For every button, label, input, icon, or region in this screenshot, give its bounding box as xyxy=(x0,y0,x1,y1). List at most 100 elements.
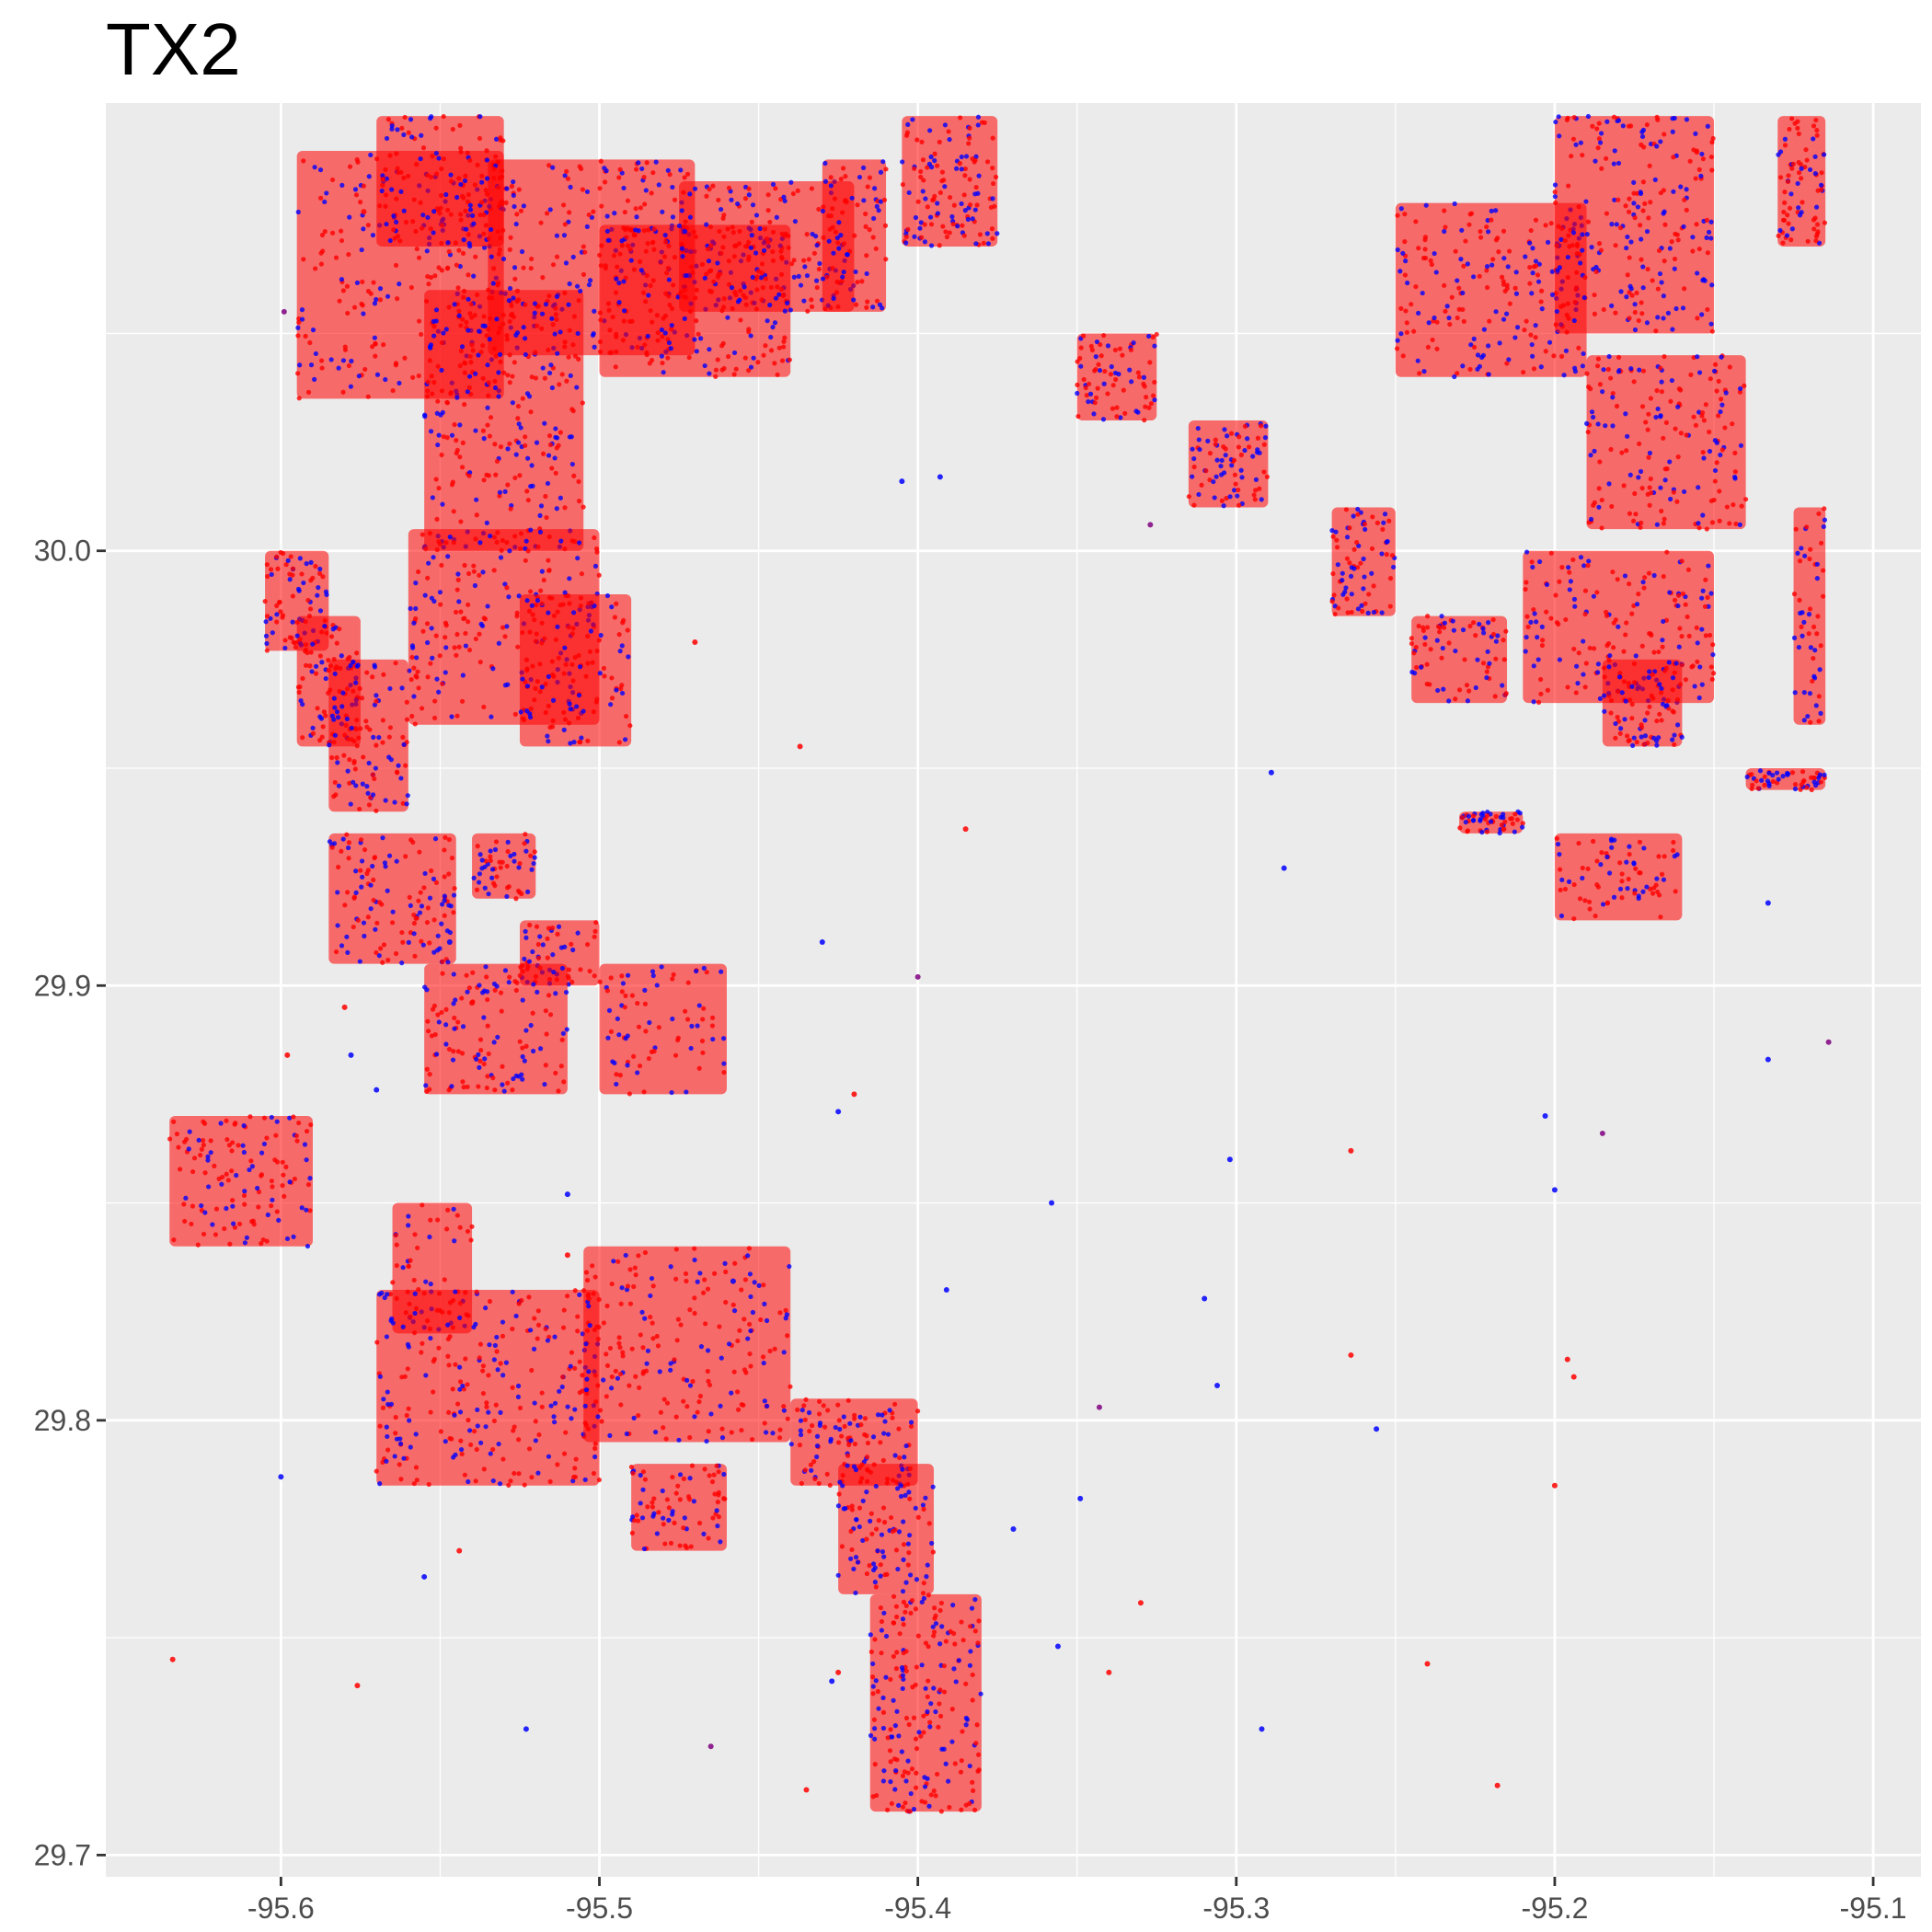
data-point xyxy=(915,1633,921,1639)
data-point xyxy=(804,232,810,237)
data-point xyxy=(696,1003,702,1008)
data-point xyxy=(940,224,946,229)
data-point xyxy=(1717,518,1722,523)
data-point xyxy=(1636,592,1641,597)
data-point xyxy=(803,1397,809,1402)
data-point xyxy=(466,374,473,379)
data-point xyxy=(1714,388,1719,394)
data-point xyxy=(269,1203,274,1209)
data-point xyxy=(636,1412,641,1419)
data-point xyxy=(435,442,441,448)
data-point xyxy=(1557,657,1562,662)
data-point xyxy=(1465,698,1471,704)
data-point xyxy=(502,683,509,688)
data-point xyxy=(427,1072,432,1077)
data-point xyxy=(334,640,339,646)
data-point xyxy=(389,920,396,926)
data-point xyxy=(1700,156,1706,162)
data-point xyxy=(708,243,714,248)
data-point xyxy=(870,1691,876,1696)
data-point xyxy=(199,1146,204,1152)
data-point xyxy=(510,1326,515,1332)
data-point xyxy=(932,1616,937,1621)
data-point xyxy=(523,848,529,854)
data-point xyxy=(598,158,604,164)
data-point xyxy=(1651,572,1657,579)
data-point xyxy=(1795,180,1800,187)
data-point xyxy=(781,1408,787,1413)
data-point xyxy=(618,685,624,692)
data-point xyxy=(1529,341,1535,348)
data-point xyxy=(1097,367,1103,374)
data-point xyxy=(821,235,826,240)
data-point xyxy=(449,855,455,861)
data-point xyxy=(869,1531,875,1536)
data-point xyxy=(1538,676,1544,683)
data-point xyxy=(505,839,511,845)
data-point xyxy=(1601,367,1606,373)
data-point xyxy=(863,211,868,217)
data-point xyxy=(1261,469,1267,475)
data-point xyxy=(682,316,687,322)
data-point xyxy=(524,391,531,397)
data-point xyxy=(1344,556,1351,561)
data-point xyxy=(465,1228,471,1235)
data-point xyxy=(761,352,766,358)
data-point xyxy=(668,346,673,351)
data-point xyxy=(1252,497,1258,502)
data-point xyxy=(1263,423,1269,429)
data-point xyxy=(434,410,440,416)
data-point xyxy=(737,288,743,293)
data-point xyxy=(542,420,547,426)
data-point xyxy=(582,249,588,255)
data-point xyxy=(420,1340,425,1346)
data-point xyxy=(560,1374,566,1380)
data-point xyxy=(1571,646,1577,652)
data-point xyxy=(926,1678,931,1684)
data-point xyxy=(1191,464,1197,470)
data-point xyxy=(903,1778,909,1784)
data-point xyxy=(520,1045,525,1051)
data-point xyxy=(445,265,451,270)
data-point xyxy=(1530,564,1535,570)
data-point xyxy=(914,1746,920,1752)
data-point xyxy=(1638,524,1643,530)
data-point xyxy=(415,1245,420,1251)
data-point xyxy=(332,779,338,786)
data-point xyxy=(913,1682,918,1688)
data-point xyxy=(927,1719,933,1725)
data-point xyxy=(1576,650,1581,656)
data-point xyxy=(1506,248,1512,254)
data-point xyxy=(816,206,822,213)
data-point xyxy=(1554,243,1559,248)
data-point xyxy=(359,301,364,306)
data-point xyxy=(572,1288,578,1294)
data-point xyxy=(884,1571,890,1577)
data-point xyxy=(1475,657,1480,662)
data-point xyxy=(513,1313,519,1319)
data-point xyxy=(867,227,872,233)
data-point xyxy=(1455,315,1460,321)
data-point xyxy=(683,219,688,224)
data-point xyxy=(760,1354,766,1360)
data-point xyxy=(1604,613,1610,618)
data-point xyxy=(393,1233,398,1238)
data-point xyxy=(1804,157,1810,163)
data-point xyxy=(588,628,594,634)
data-point xyxy=(353,890,359,895)
data-point xyxy=(399,960,405,966)
data-point xyxy=(1533,322,1538,328)
data-point xyxy=(571,473,577,478)
data-point xyxy=(896,1529,903,1535)
data-point xyxy=(1598,247,1604,253)
data-point xyxy=(947,194,953,201)
data-point xyxy=(317,653,323,659)
data-point xyxy=(598,632,604,638)
data-point xyxy=(376,953,382,959)
data-point xyxy=(852,1416,857,1421)
data-point xyxy=(1466,688,1472,694)
data-point xyxy=(264,648,270,653)
data-point xyxy=(1637,367,1642,373)
data-point xyxy=(480,428,487,433)
data-point xyxy=(558,430,563,435)
